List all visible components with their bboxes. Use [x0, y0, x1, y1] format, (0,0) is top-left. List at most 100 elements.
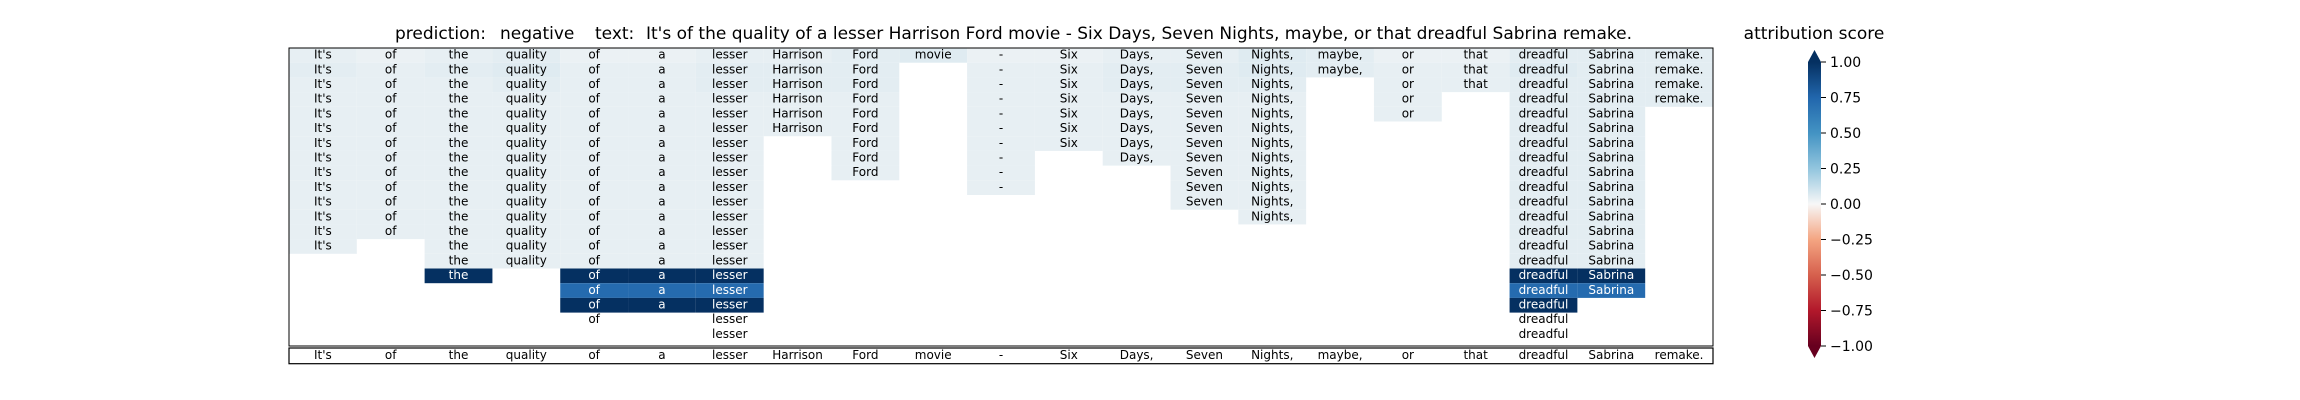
heatmap-cell-label: dreadful: [1519, 136, 1569, 150]
heatmap-cell-label: Six: [1060, 77, 1078, 91]
heatmap-cell-label: Ford: [852, 48, 878, 62]
heatmap-cell: [1645, 92, 1713, 107]
heatmap-cell-label: of: [588, 77, 600, 91]
heatmap-cell-label: a: [658, 150, 665, 164]
heatmap-cell-label: Sabrina: [1588, 239, 1634, 253]
heatmap-cell: [695, 62, 764, 78]
heatmap-cell: [628, 297, 696, 313]
heatmap-cell: [289, 150, 357, 166]
heatmap-cell-label: remake.: [1655, 77, 1704, 91]
heatmap-cell: [695, 150, 764, 166]
heatmap-cell: [289, 195, 357, 210]
heatmap-cell-label: It's: [314, 195, 332, 209]
heatmap-cell: [1170, 180, 1239, 195]
heatmap-cell-label: Sabrina: [1588, 253, 1634, 267]
heatmap-cell-label: of: [588, 312, 600, 326]
heatmap-cell: [831, 165, 900, 181]
colorbar-tick-label: 1.00: [1830, 55, 1861, 71]
heatmap-cell-label: Days,: [1120, 150, 1154, 164]
colorbar-extend-bottom: [1808, 346, 1821, 358]
heatmap-cell-label: Ford: [852, 165, 878, 179]
heatmap-cell: [356, 180, 425, 195]
heatmap-cell-label: the: [449, 136, 469, 150]
heatmap-cell: [831, 106, 900, 122]
heatmap-cell-label: Seven: [1186, 136, 1223, 150]
heatmap-cell: [492, 239, 561, 254]
heatmap-cell-label: movie: [915, 48, 952, 62]
colorbar-gradient: [1808, 62, 1821, 346]
heatmap-cell: [763, 106, 832, 122]
heatmap-cell: [695, 239, 764, 254]
heatmap-cell: [628, 239, 696, 254]
heatmap-cell-label: of: [588, 48, 600, 62]
heatmap-cell-label: the: [449, 165, 469, 179]
heatmap-cell: [628, 92, 696, 107]
heatmap-cell-label: quality: [506, 165, 547, 179]
heatmap-cell-label: dreadful: [1519, 283, 1569, 297]
heatmap-cell: [492, 253, 561, 269]
heatmap-cell-label: Six: [1060, 106, 1078, 120]
heatmap-cell: [356, 62, 425, 78]
reference-token: remake.: [1655, 348, 1704, 362]
heatmap-cell-label: quality: [506, 106, 547, 120]
reference-token: maybe,: [1318, 348, 1363, 362]
heatmap-cell-label: Days,: [1120, 121, 1154, 135]
heatmap-cell: [424, 77, 493, 93]
heatmap-cell-label: lesser: [712, 136, 748, 150]
heatmap-cell-label: of: [588, 224, 600, 238]
heatmap-cell-label: Days,: [1120, 77, 1154, 91]
heatmap-cell: [1170, 92, 1239, 107]
heatmap-cell: [763, 92, 832, 107]
heatmap-cell-label: Sabrina: [1588, 180, 1634, 194]
heatmap-cell-label: It's: [314, 48, 332, 62]
heatmap-cell-label: Harrison: [772, 92, 823, 106]
heatmap-cell: [356, 150, 425, 166]
heatmap-cell-label: the: [449, 92, 469, 106]
reference-token: Six: [1060, 348, 1078, 362]
heatmap-cell-label: Nights,: [1251, 48, 1293, 62]
heatmap-cell: [1577, 239, 1646, 254]
heatmap-cell-label: of: [385, 121, 397, 135]
heatmap-cell: [492, 62, 561, 78]
heatmap-cell: [1577, 268, 1646, 284]
heatmap-cell: [1577, 92, 1646, 107]
heatmap-cell-label: a: [658, 77, 665, 91]
heatmap-cell-label: Six: [1060, 48, 1078, 62]
heatmap-cell-label: or: [1402, 48, 1414, 62]
heatmap-cell: [560, 268, 629, 284]
heatmap-cell-label: a: [658, 195, 665, 209]
heatmap-cell: [695, 106, 764, 122]
heatmap-cell: [1102, 121, 1171, 137]
heatmap-cell-label: dreadful: [1519, 268, 1569, 282]
heatmap-cell: [1441, 48, 1510, 63]
heatmap-cell-label: It's: [314, 180, 332, 194]
heatmap-cell-label: a: [658, 106, 665, 120]
heatmap-cell-label: It's: [314, 239, 332, 253]
heatmap-cell: [1034, 92, 1103, 107]
reference-token: Ford: [852, 348, 878, 362]
heatmap-cell: [628, 48, 696, 63]
heatmap-cell-label: quality: [506, 224, 547, 238]
heatmap-cell: [628, 224, 696, 240]
heatmap-cell-label: Nights,: [1251, 77, 1293, 91]
heatmap-cell: [560, 283, 629, 298]
heatmap-cell: [289, 92, 357, 107]
colorbar-label: attribution score: [1744, 24, 1885, 44]
heatmap-cell: [1238, 209, 1307, 225]
heatmap-cell: [1441, 77, 1510, 93]
heatmap-cell: [356, 165, 425, 181]
heatmap-cell-label: quality: [506, 77, 547, 91]
colorbar: attribution score 1.00 0.75 0.50 0.25 0.00 −0…: [1744, 24, 1885, 358]
heatmap-cell-label: Seven: [1186, 165, 1223, 179]
heatmap-cell: [831, 92, 900, 107]
heatmap-cell: [1577, 180, 1646, 195]
heatmap-cell: [289, 136, 357, 151]
heatmap-cell-label: Sabrina: [1588, 283, 1634, 297]
heatmap-cell: [492, 48, 561, 63]
heatmap-cell-label: a: [658, 283, 665, 297]
heatmap-cell-label: remake.: [1655, 62, 1704, 76]
heatmap-cell: [763, 48, 832, 63]
heatmap-cell: [1509, 121, 1578, 137]
heatmap-cell: [1373, 92, 1442, 107]
heatmap-cell: [1373, 62, 1442, 78]
